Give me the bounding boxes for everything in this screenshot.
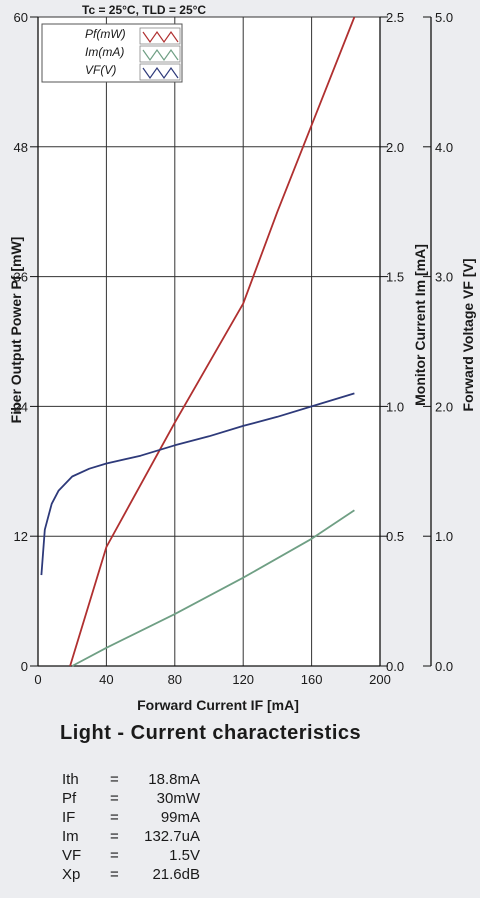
x-axis-title: Forward Current IF [mA] [137, 697, 299, 713]
spec-value: 1.5V [169, 847, 200, 864]
vf-tick-label: 2.0 [435, 399, 453, 414]
spec-key: IF [62, 809, 76, 826]
spec-key: Im [62, 828, 79, 845]
left-tick-label: 0 [21, 659, 28, 674]
spec-row: Xp = 21.6dB [62, 865, 200, 884]
right-axis-title-vf: Forward Voltage VF [V] [460, 259, 476, 412]
legend-label-vf: VF(V) [85, 63, 116, 77]
x-tick-label: 40 [99, 672, 113, 687]
legend-swatch-pf [142, 30, 179, 44]
im-tick-label: 1.0 [386, 399, 404, 414]
series-im-line [71, 509, 355, 667]
spec-equals: = [110, 809, 119, 826]
x-tick-label: 80 [168, 672, 182, 687]
spec-row: Pf = 30mW [62, 789, 200, 808]
vf-tick-label: 5.0 [435, 10, 453, 25]
spec-row: Im = 132.7uA [62, 827, 200, 846]
legend-swatch-im [142, 48, 179, 62]
legend-label-im: Im(mA) [85, 45, 124, 59]
x-tick-label: 0 [34, 672, 41, 687]
chart: 0 40 80 120 160 200 0 12 24 36 48 60 0.0 0.5 1.0 1.5 2.0… [8, 3, 476, 713]
spec-equals: = [110, 866, 119, 883]
spec-value: 99mA [160, 809, 200, 826]
spec-equals: = [110, 790, 119, 807]
spec-value: 18.8mA [148, 771, 200, 788]
series-pf-line [69, 16, 356, 667]
spec-table: Ith = 18.8mA Pf = 30mW IF = 99mA Im = 132.7uA VF = 1.5… [62, 770, 200, 884]
left-tick-label: 24 [14, 399, 28, 414]
im-tick-label: 2.5 [386, 10, 404, 25]
spec-value: 21.6dB [152, 866, 200, 883]
spec-value: 132.7uA [144, 828, 200, 845]
vf-tick-label: 0.0 [435, 659, 453, 674]
legend-label-pf: Pf(mW) [85, 27, 126, 41]
vf-tick-label: 1.0 [435, 529, 453, 544]
left-tick-label: 36 [14, 270, 28, 285]
im-tick-label: 1.5 [386, 270, 404, 285]
left-tick-label: 12 [14, 529, 28, 544]
series-vf-line [40, 392, 355, 576]
plot-area [38, 17, 380, 666]
spec-equals: = [110, 771, 119, 788]
im-tick-label: 2.0 [386, 140, 404, 155]
spec-value: 30mW [156, 790, 200, 807]
x-tick-label: 160 [301, 672, 323, 687]
left-axis-title: Fiber Output Power Pf [mW] [8, 237, 24, 424]
spec-row: IF = 99mA [62, 808, 200, 827]
im-tick-label: 0.5 [386, 529, 404, 544]
spec-equals: = [110, 828, 119, 845]
spec-key: Ith [62, 771, 79, 788]
axes [30, 16, 432, 667]
spec-row: Ith = 18.8mA [62, 770, 200, 789]
left-tick-label: 60 [14, 10, 28, 25]
spec-equals: = [110, 847, 119, 864]
right-axis-title-im: Monitor Current Im [mA] [412, 244, 428, 406]
spec-key: Pf [62, 790, 77, 807]
chart-caption: Light - Current characteristics [60, 722, 362, 744]
im-tick-label: 0.0 [386, 659, 404, 674]
spec-row: VF = 1.5V [62, 846, 200, 865]
legend: Pf(mW) Im(mA) VF(V) [41, 23, 183, 83]
x-tick-label: 120 [232, 672, 254, 687]
conditions-label: Tc = 25°C, TLD = 25°C [82, 3, 206, 17]
left-tick-label: 48 [14, 140, 28, 155]
vf-tick-label: 4.0 [435, 140, 453, 155]
spec-key: Xp [62, 866, 81, 883]
legend-swatch-vf [142, 66, 179, 80]
series-layer [40, 16, 356, 667]
spec-key: VF [62, 847, 82, 864]
vf-tick-label: 3.0 [435, 270, 453, 285]
x-tick-label: 200 [369, 672, 391, 687]
tick-labels: 0 40 80 120 160 200 0 12 24 36 48 60 0.0 0.5 1.0 1.5 2.0… [14, 10, 454, 687]
